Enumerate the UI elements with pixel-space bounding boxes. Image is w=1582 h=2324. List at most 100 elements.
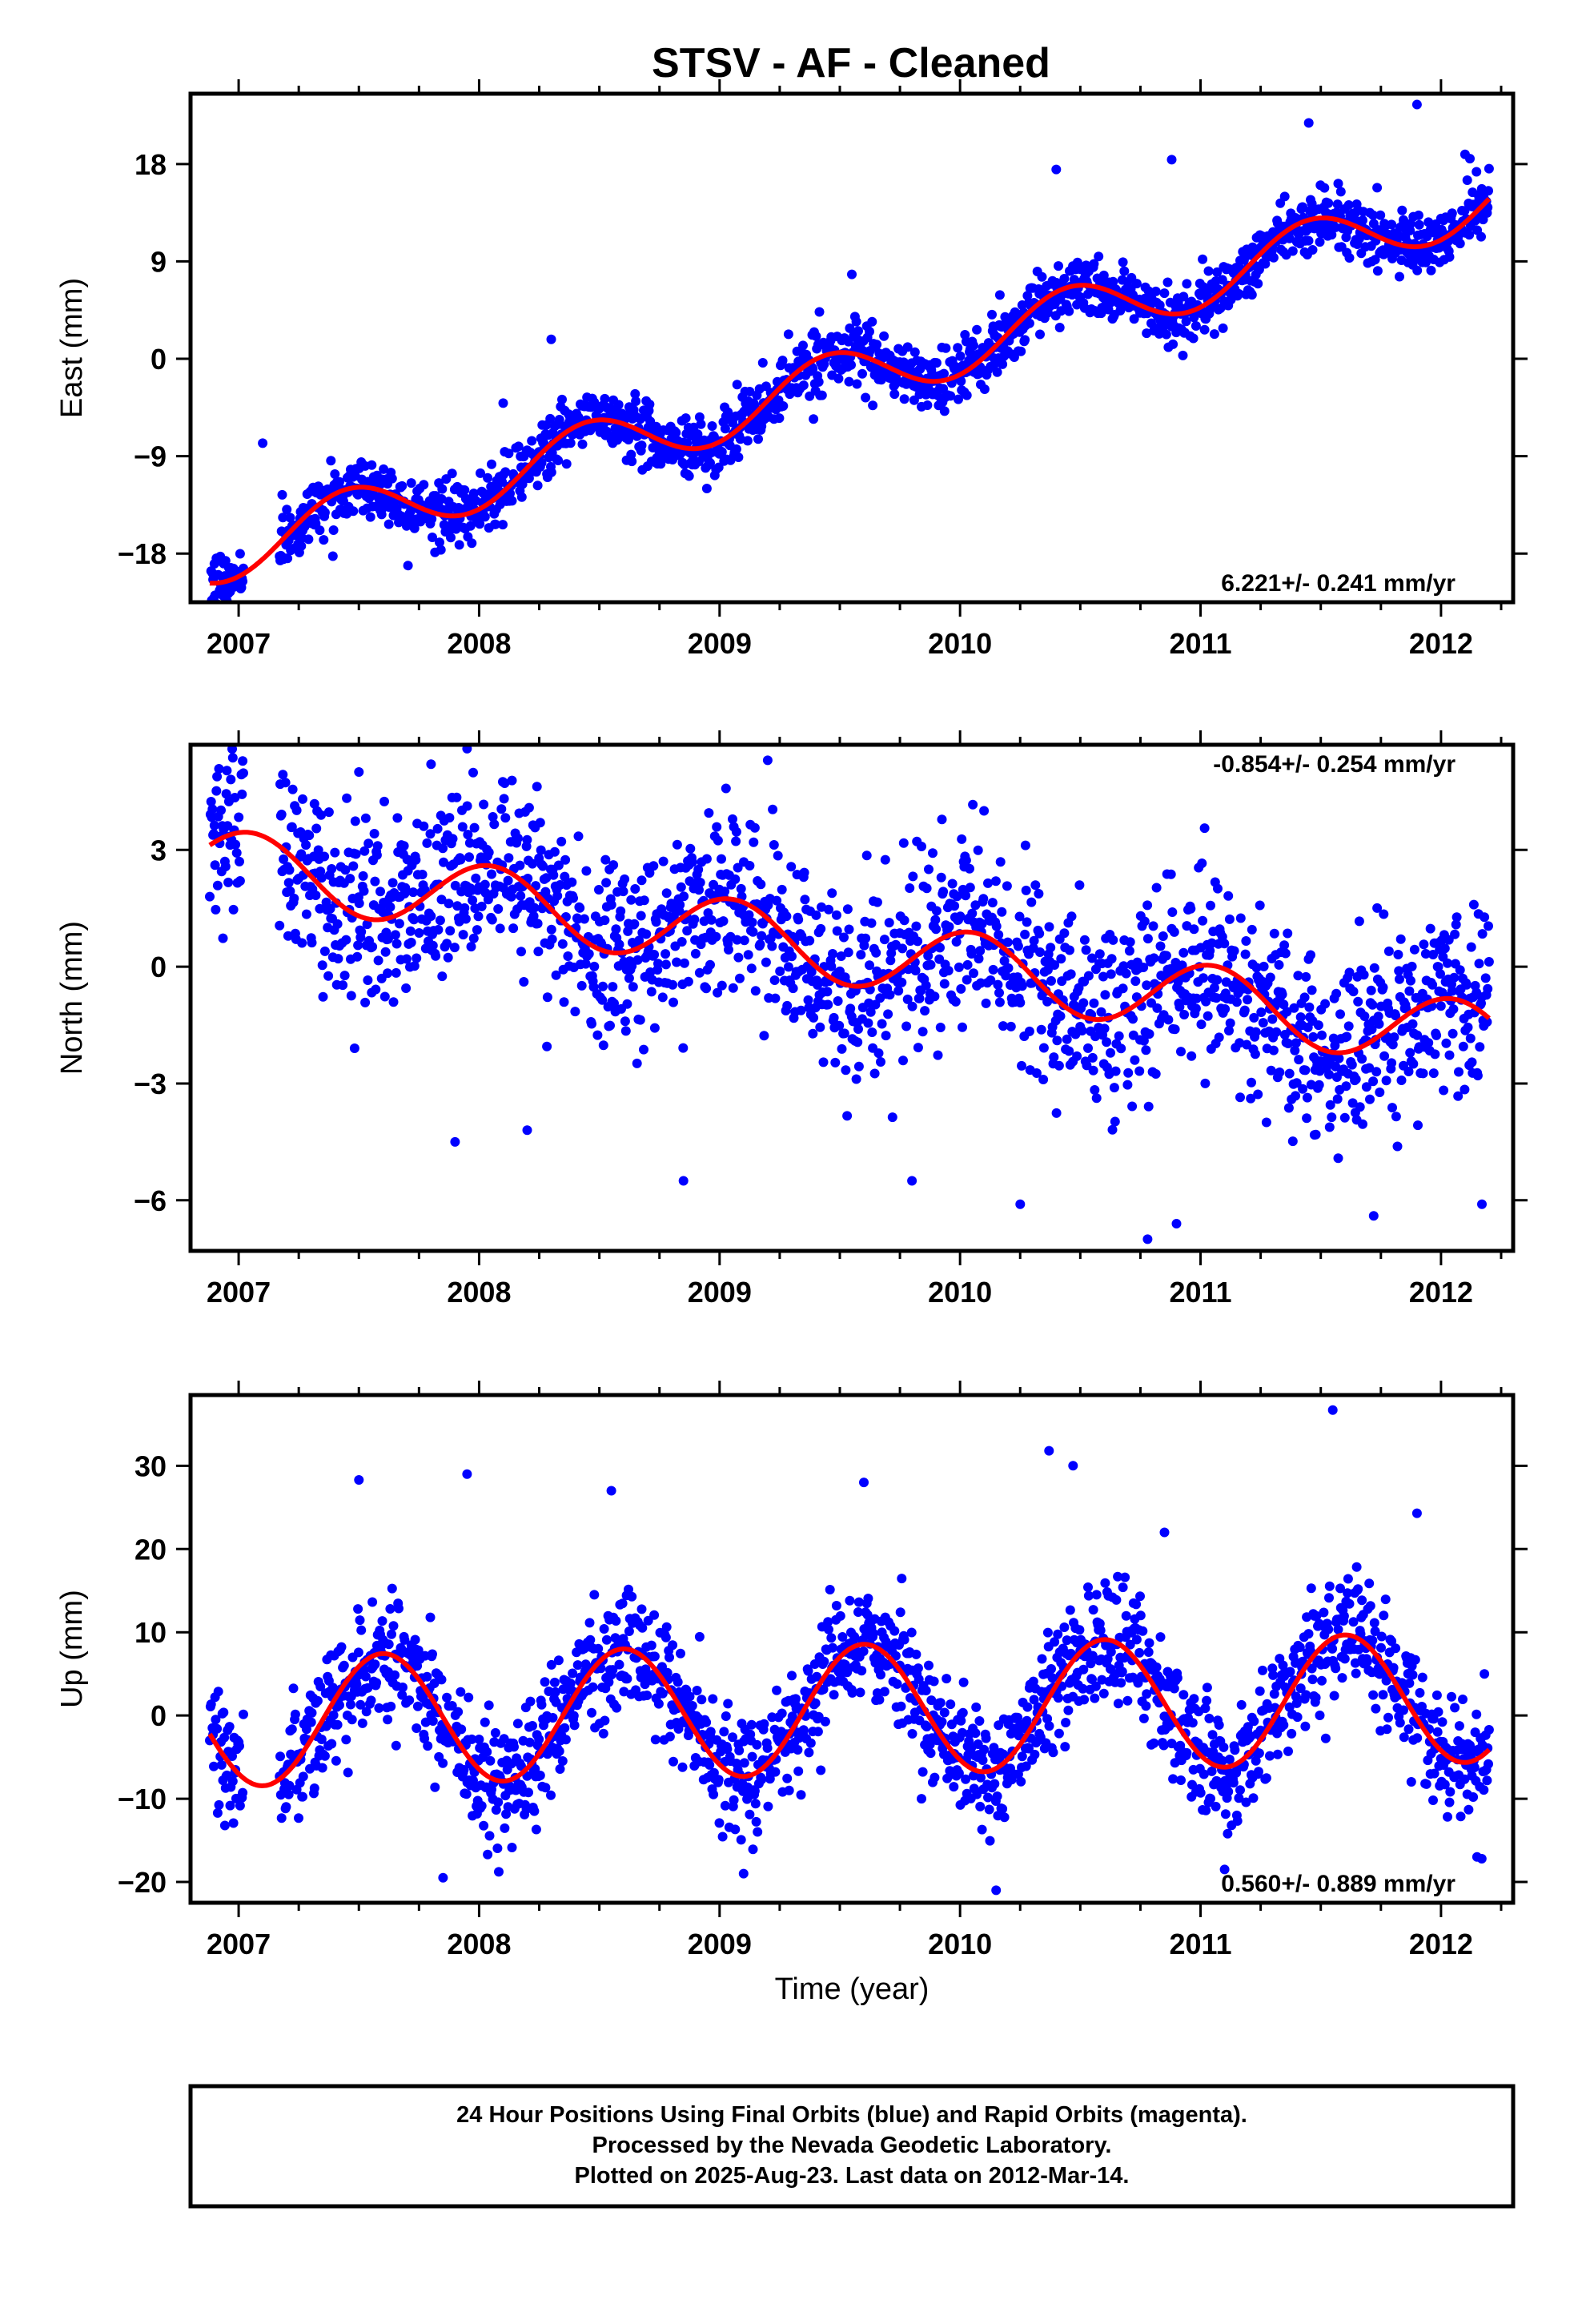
data-point xyxy=(480,879,490,890)
data-point xyxy=(352,951,363,962)
data-point xyxy=(425,1612,436,1622)
data-point xyxy=(1251,963,1262,973)
data-point xyxy=(475,519,485,529)
data-point xyxy=(468,489,479,499)
data-point xyxy=(987,898,998,908)
data-point xyxy=(861,392,871,403)
data-point xyxy=(536,1699,547,1710)
data-point xyxy=(705,458,715,468)
data-point xyxy=(1484,163,1494,174)
data-point xyxy=(955,911,966,922)
data-point xyxy=(444,813,455,823)
data-point xyxy=(542,1041,552,1051)
data-point xyxy=(1480,973,1491,983)
data-point xyxy=(902,342,913,352)
data-point xyxy=(371,984,381,995)
data-point xyxy=(397,480,408,491)
data-point xyxy=(605,1020,615,1031)
data-point xyxy=(400,883,411,893)
data-point xyxy=(1391,1011,1401,1021)
data-point xyxy=(1234,288,1244,299)
data-point xyxy=(1387,1058,1397,1068)
data-point xyxy=(1062,1034,1072,1044)
data-point xyxy=(617,1598,628,1609)
data-point xyxy=(214,764,224,774)
data-point xyxy=(498,520,508,530)
data-point xyxy=(757,931,767,941)
data-point xyxy=(1460,206,1470,216)
data-point xyxy=(1451,919,1461,930)
data-point xyxy=(829,1690,839,1700)
data-point xyxy=(762,1743,773,1753)
data-point xyxy=(338,980,348,991)
data-point xyxy=(933,1050,943,1060)
data-point xyxy=(516,891,526,901)
data-point xyxy=(722,1744,733,1755)
data-point xyxy=(1127,1101,1138,1112)
data-point xyxy=(677,1762,688,1772)
data-point xyxy=(711,931,721,942)
data-point xyxy=(460,903,470,913)
data-point xyxy=(1060,1742,1070,1752)
data-point xyxy=(768,804,778,814)
data-point xyxy=(871,947,881,958)
data-point xyxy=(277,489,287,500)
data-point xyxy=(587,1707,596,1718)
data-point xyxy=(730,874,741,884)
data-point xyxy=(1431,1030,1442,1040)
data-point xyxy=(1317,1030,1327,1040)
data-point xyxy=(984,1804,994,1815)
data-point xyxy=(752,1739,762,1750)
data-point xyxy=(553,1655,564,1666)
data-point xyxy=(1016,1776,1026,1787)
data-point xyxy=(1106,1647,1116,1657)
data-point xyxy=(731,826,741,837)
data-point xyxy=(482,1747,492,1757)
data-point xyxy=(1017,1060,1026,1071)
data-point xyxy=(800,895,810,905)
data-point xyxy=(213,1687,223,1697)
data-point xyxy=(697,1695,707,1705)
data-point xyxy=(1109,1083,1119,1093)
data-point xyxy=(636,911,646,921)
data-point xyxy=(972,1789,982,1799)
data-point xyxy=(549,846,560,857)
data-point xyxy=(748,927,758,937)
data-point xyxy=(447,1701,457,1711)
data-point xyxy=(692,1686,702,1695)
data-point xyxy=(500,467,511,477)
data-point xyxy=(1065,945,1074,955)
data-point xyxy=(1048,1747,1058,1758)
x-tick-label: 2007 xyxy=(207,1276,271,1309)
data-point xyxy=(317,1763,327,1773)
data-point xyxy=(556,836,567,846)
data-point xyxy=(1372,183,1383,193)
data-point xyxy=(1291,1091,1301,1101)
data-point xyxy=(436,545,446,555)
data-point xyxy=(1325,1100,1335,1110)
data-point xyxy=(345,874,355,884)
data-point xyxy=(1393,950,1403,959)
data-point xyxy=(1301,971,1311,982)
data-point xyxy=(436,1675,447,1685)
data-point xyxy=(1455,239,1465,249)
data-point xyxy=(1412,265,1423,275)
data-point xyxy=(400,1634,410,1645)
data-point xyxy=(769,975,780,985)
data-point xyxy=(1351,1074,1361,1084)
data-point xyxy=(363,838,374,849)
data-point xyxy=(683,976,693,987)
data-point xyxy=(1116,1678,1126,1688)
data-point xyxy=(1013,941,1023,951)
data-point xyxy=(1447,986,1457,996)
x-tick-label: 2008 xyxy=(447,627,511,660)
data-point xyxy=(782,1773,793,1783)
data-point xyxy=(646,1640,656,1651)
data-point xyxy=(865,327,874,336)
data-point xyxy=(1031,1068,1042,1078)
data-point xyxy=(704,808,714,818)
x-tick-label: 2010 xyxy=(928,1276,992,1309)
data-point xyxy=(989,1743,999,1753)
data-point xyxy=(412,953,422,963)
data-point xyxy=(1111,1594,1122,1605)
